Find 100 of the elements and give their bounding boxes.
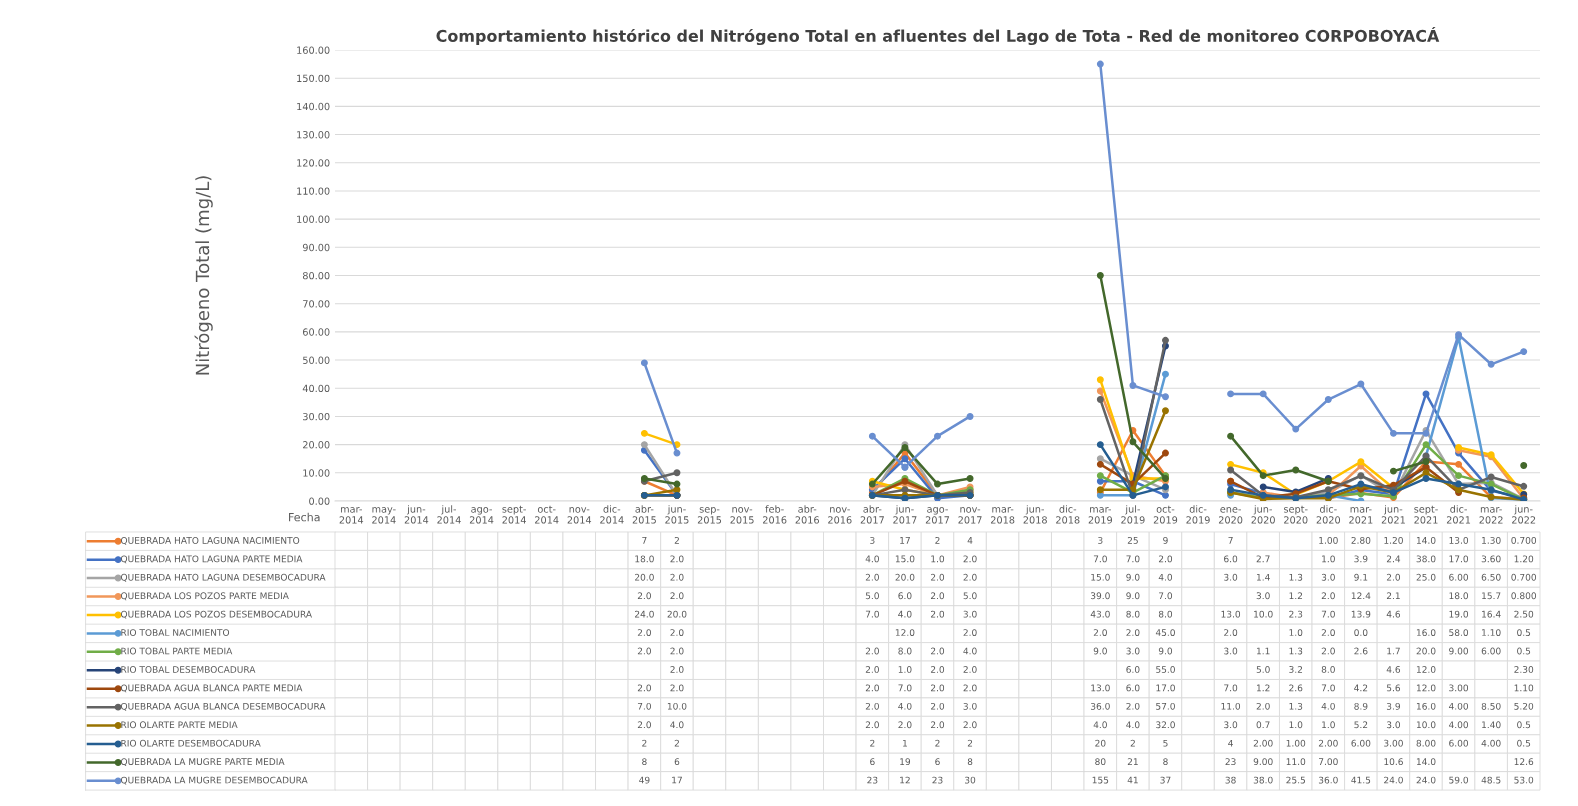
data-label: 4.00 (1448, 721, 1469, 729)
y-tick-label: 160.00 (297, 46, 330, 54)
data-label: 4.00 (1448, 702, 1469, 710)
x-tick-label: jul-2014 (437, 505, 461, 524)
x-tick-label: may-2014 (372, 507, 396, 524)
data-label: 48.5 (1481, 776, 1501, 784)
data-label: 53.0 (1514, 776, 1534, 784)
data-label: 4.6 (1386, 666, 1401, 673)
y-tick-label: 120.00 (297, 159, 330, 167)
data-label: 18.0 (635, 555, 654, 563)
data-label: 2.0 (930, 573, 945, 581)
data-label: 13.0 (1221, 610, 1241, 618)
x-tick-label: jun-2022 (1512, 505, 1536, 524)
data-label: 5.0 (865, 592, 879, 600)
data-label: 2.0 (1386, 573, 1401, 581)
data-label: 4.0 (898, 702, 912, 710)
x-tick-label: sept-2020 (1284, 505, 1308, 524)
y-tick-label: 150.00 (297, 74, 330, 83)
data-label: 1.30 (1482, 536, 1501, 544)
data-label: 24.0 (1416, 776, 1436, 784)
data-label: 1.10 (1514, 684, 1534, 692)
data-label: 2.0 (670, 555, 684, 563)
data-label: 2 (674, 536, 679, 544)
data-label: 41.5 (1351, 776, 1371, 784)
legend-label: RIO TOBAL PARTE MEDIA (121, 647, 233, 655)
data-label: 2 (674, 739, 679, 747)
data-label: 2.0 (670, 629, 684, 636)
data-label: 1.0 (1322, 721, 1335, 729)
data-label: 2.0 (865, 702, 879, 710)
data-label: 17 (672, 776, 682, 784)
y-tick-label: 110.00 (297, 187, 330, 195)
data-label: 57.0 (1156, 702, 1175, 710)
data-label: 2.0 (963, 684, 977, 692)
x-tick-label: ago-2014 (469, 507, 494, 524)
data-label: 24.0 (1384, 776, 1403, 784)
data-label: 14.0 (1416, 758, 1436, 766)
data-label: 12.0 (895, 629, 915, 636)
data-label: 2.0 (963, 721, 977, 729)
data-label: 2.0 (865, 647, 879, 655)
data-label: 2.0 (670, 666, 684, 673)
data-label: 8.9 (1354, 702, 1368, 710)
data-label: 16.4 (1482, 610, 1501, 618)
x-tick-label: sept-2021 (1414, 505, 1438, 524)
data-label: 0.0 (1354, 629, 1368, 636)
data-label: 16.0 (1416, 629, 1436, 636)
data-label: 9.00 (1253, 758, 1273, 766)
x-axis-title: Fecha (289, 512, 320, 522)
data-label: 43.0 (1090, 610, 1110, 618)
data-label: 25.0 (1416, 573, 1436, 581)
data-label: 2.0 (1126, 702, 1140, 710)
data-label: 2.0 (1321, 647, 1335, 655)
data-label: 13.9 (1351, 610, 1371, 618)
data-label: 4 (967, 537, 973, 544)
data-label: 155 (1092, 776, 1109, 784)
data-label: 25.5 (1286, 776, 1306, 784)
data-label: 6.0 (898, 592, 912, 600)
legend-label: RIO OLARTE PARTE MEDIA (121, 721, 238, 729)
data-label: 4.0 (898, 610, 912, 618)
y-tick-label: 70.00 (303, 300, 330, 308)
data-label: 8.50 (1481, 702, 1501, 710)
x-tick-label: mar-2022 (1479, 507, 1503, 524)
x-tick-label: dic-2014 (600, 505, 624, 524)
data-label: 10.6 (1384, 758, 1403, 766)
data-label: 2.0 (670, 592, 684, 600)
data-label: 12 (900, 776, 910, 784)
data-label: 2.0 (865, 666, 879, 673)
data-label: 24.0 (635, 610, 654, 618)
data-label: 2.0 (963, 629, 977, 636)
y-tick-label: 100.00 (297, 215, 330, 223)
y-tick-label: 130.00 (297, 131, 330, 139)
data-label: 2.0 (1224, 629, 1238, 636)
data-label: 4.0 (1158, 573, 1173, 581)
data-label: 38.0 (1253, 776, 1273, 784)
legend-label: QUEBRADA HATO LAGUNA PARTE MEDIA (121, 555, 303, 564)
data-label: 2.0 (637, 721, 651, 729)
data-label: 9.0 (1158, 647, 1173, 655)
data-label: 9.0 (1126, 573, 1140, 581)
data-label: 2.0 (865, 684, 879, 692)
data-label: 1.4 (1256, 573, 1270, 581)
legend-label: QUEBRADA LOS POZOS PARTE MEDIA (121, 592, 289, 601)
data-label: 2.0 (670, 647, 684, 655)
data-label: 2.0 (930, 647, 945, 655)
x-tick-label: dic-2019 (1186, 505, 1210, 524)
x-tick-label: abr-2015 (632, 505, 656, 524)
data-label: 9.00 (1449, 647, 1469, 655)
data-label: 2 (1130, 739, 1135, 747)
x-tick-label: abr-2016 (795, 505, 819, 524)
data-label: 23 (932, 776, 943, 784)
data-label: 1 (903, 739, 907, 747)
data-label: 1.0 (1322, 555, 1335, 563)
data-label: 9 (1163, 536, 1168, 544)
data-label: 8.00 (1416, 739, 1436, 747)
data-label: 5.20 (1514, 702, 1534, 710)
data-label: 17.0 (1156, 684, 1175, 692)
data-label: 7 (1228, 537, 1233, 544)
data-label: 3.60 (1481, 555, 1501, 563)
data-label: 2.0 (930, 702, 945, 710)
data-label: 10.0 (667, 702, 687, 710)
data-label: 80 (1095, 758, 1106, 766)
data-label: 1.7 (1387, 647, 1400, 655)
